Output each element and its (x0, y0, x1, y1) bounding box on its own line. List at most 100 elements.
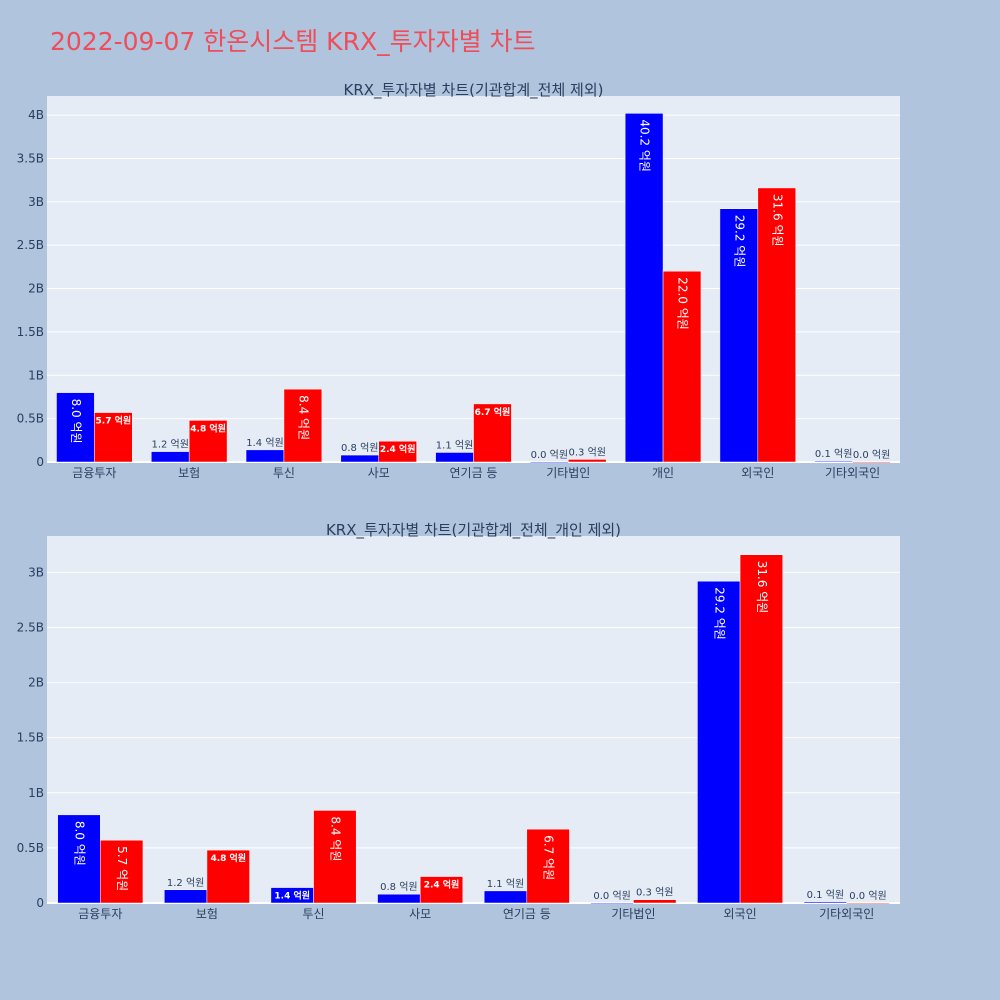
x-tick-label: 금융투자 (78, 907, 122, 921)
bar-value-label: 1.1 억원 (436, 439, 473, 451)
bar (94, 412, 133, 463)
x-tick-label: 보험 (196, 907, 218, 921)
x-tick-label: 외국인 (741, 466, 774, 480)
bar (206, 849, 250, 904)
bar (803, 901, 847, 904)
y-tick-label: 1B (28, 368, 44, 382)
bar (378, 440, 417, 463)
x-tick-label: 연기금 등 (450, 466, 498, 480)
x-tick-label: 기타외국인 (819, 907, 874, 921)
bar-value-label: 0.8 억원 (341, 442, 378, 454)
bar-value-label: 1.2 억원 (151, 439, 188, 451)
chart-2: 0 0.5B 1B 1.5B 2B 2.5B 3B KRX_투자자별 차트(기관합계_전체_개… (17, 521, 900, 921)
bar-value-label: 4.8 억원 (210, 852, 246, 864)
bar-value-label: 8.0 억원 (69, 399, 83, 444)
bar-value-label: 1.4 억원 (246, 437, 283, 449)
bar-value-label: 0.0 억원 (593, 890, 630, 902)
x-tick-label: 기타법인 (611, 907, 655, 921)
bar (377, 893, 421, 904)
x-tick-label: 기타외국인 (825, 466, 880, 480)
bar-value-label: 2.4 억원 (380, 443, 416, 455)
bar-value-label: 6.7 억원 (542, 835, 556, 880)
bar-value-label: 6.7 억원 (475, 406, 511, 418)
bar (662, 270, 702, 463)
bar (151, 451, 190, 463)
y-tick-label: 2.5B (17, 620, 44, 634)
bar (757, 187, 796, 463)
bar (313, 810, 357, 904)
bar (57, 814, 101, 904)
bar (697, 580, 741, 904)
bar (568, 459, 607, 463)
y-tick-label: 1B (28, 786, 44, 800)
bar-value-label: 0.1 억원 (807, 889, 844, 901)
bar (852, 461, 891, 463)
x-tick-label: 보험 (178, 466, 200, 480)
y-tick-label: 0 (36, 455, 44, 469)
bar-value-label: 1.2 억원 (167, 877, 204, 889)
chart-title: KRX_투자자별 차트(기관합계_전체_개인 제외) (326, 521, 621, 540)
x-tick-label: 기타법인 (546, 466, 590, 480)
bar-value-label: 5.7 억원 (115, 846, 129, 891)
y-tick-label: 2.5B (17, 238, 44, 252)
bar-value-label: 4.8 억원 (190, 422, 226, 434)
y-tick-label: 0.5B (17, 412, 44, 426)
bar (739, 554, 783, 904)
bar-value-label: 0.1 억원 (815, 448, 852, 460)
bar-value-label: 0.3 억원 (636, 887, 673, 899)
bar-value-label: 31.6 억원 (755, 561, 769, 614)
bar-value-label: 29.2 억원 (732, 215, 746, 268)
page-title: 2022-09-07 한온시스템 KRX_투자자별 차트 (50, 27, 536, 56)
bar (435, 452, 474, 463)
x-tick-label: 투신 (273, 466, 295, 480)
bar (633, 899, 677, 904)
y-tick-label: 1.5B (17, 731, 44, 745)
bar (473, 403, 512, 463)
bar-value-label: 40.2 억원 (638, 119, 652, 172)
bar (56, 392, 95, 463)
bar-value-label: 1.1 억원 (487, 878, 524, 890)
x-tick-label: 연기금 등 (503, 907, 551, 921)
x-tick-label: 투신 (303, 907, 325, 921)
bar (624, 113, 664, 463)
bar (526, 828, 570, 904)
bar (846, 902, 890, 904)
bar-value-label: 31.6 억원 (770, 194, 784, 247)
bar-value-label: 5.7 억원 (96, 415, 132, 427)
y-tick-label: 2B (28, 282, 44, 296)
y-tick-label: 1.5B (17, 325, 44, 339)
bar (590, 902, 634, 904)
bar-value-label: 0.3 억원 (568, 446, 605, 458)
bar-value-label: 8.4 억원 (328, 816, 342, 861)
bar-value-label: 0.0 억원 (531, 449, 568, 461)
bar (530, 461, 569, 463)
y-tick-label: 0 (36, 896, 44, 910)
bar-value-label: 0.0 억원 (849, 890, 886, 902)
bar (283, 388, 323, 463)
bar-value-label: 8.0 억원 (72, 821, 86, 866)
bar-value-label: 1.4 억원 (274, 890, 310, 902)
x-tick-label: 외국인 (724, 907, 757, 921)
y-tick-label: 3B (28, 195, 44, 209)
y-tick-label: 2B (28, 676, 44, 690)
bar (483, 890, 528, 904)
y-tick-label: 3.5B (17, 151, 44, 165)
bar-value-label: 22.0 억원 (676, 277, 690, 330)
bar (719, 208, 759, 463)
bar-value-label: 2.4 억원 (424, 879, 460, 891)
bar-value-label: 8.4 억원 (296, 395, 310, 440)
x-tick-label: 사모 (368, 466, 390, 480)
x-tick-label: 금융투자 (72, 466, 116, 480)
bar (245, 449, 285, 463)
x-tick-label: 개인 (652, 466, 674, 480)
y-tick-label: 3B (28, 565, 44, 579)
bar-value-label: 0.8 억원 (380, 881, 417, 893)
bar (100, 839, 144, 904)
bar (419, 876, 464, 904)
bar (188, 420, 228, 463)
bar (340, 454, 379, 463)
y-tick-label: 0.5B (17, 841, 44, 855)
chart-1: 0 0.5B 1B 1.5B 2B 2.5B 3B 3.5B 4B KRX_투자자별 차트(기관합… (17, 81, 900, 480)
